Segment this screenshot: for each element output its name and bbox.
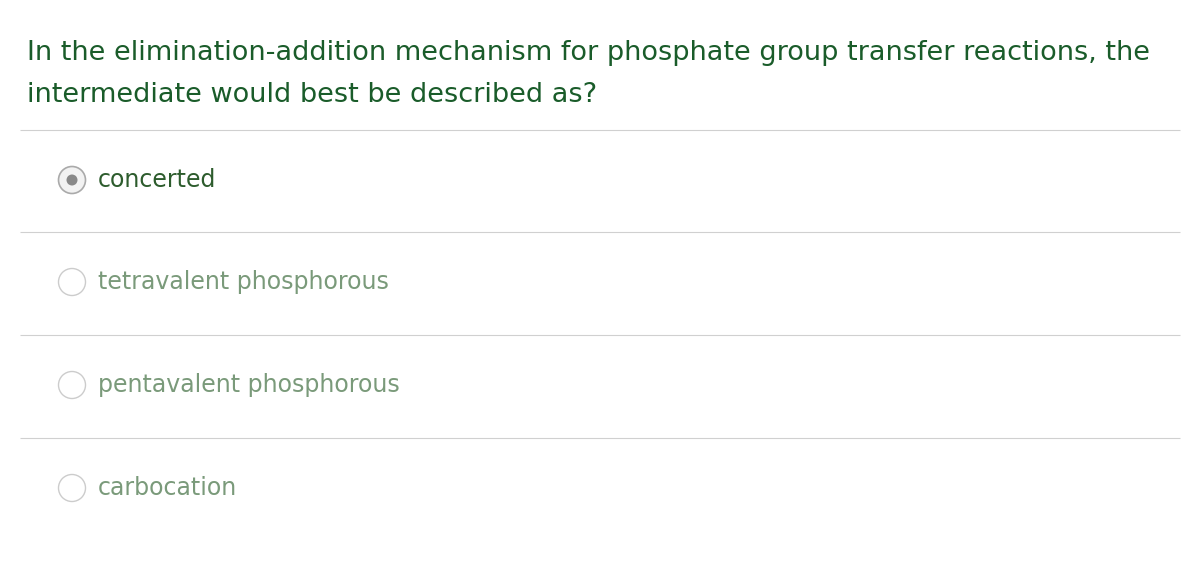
Circle shape <box>59 475 85 502</box>
Text: intermediate would best be described as?: intermediate would best be described as? <box>28 82 598 108</box>
Circle shape <box>66 175 78 185</box>
Circle shape <box>59 372 85 398</box>
Text: pentavalent phosphorous: pentavalent phosphorous <box>98 373 400 397</box>
Text: tetravalent phosphorous: tetravalent phosphorous <box>98 270 389 294</box>
Circle shape <box>59 167 85 193</box>
Text: concerted: concerted <box>98 168 216 192</box>
Text: In the elimination-addition mechanism for phosphate group transfer reactions, th: In the elimination-addition mechanism fo… <box>28 40 1150 66</box>
Text: carbocation: carbocation <box>98 476 238 500</box>
Circle shape <box>59 268 85 295</box>
